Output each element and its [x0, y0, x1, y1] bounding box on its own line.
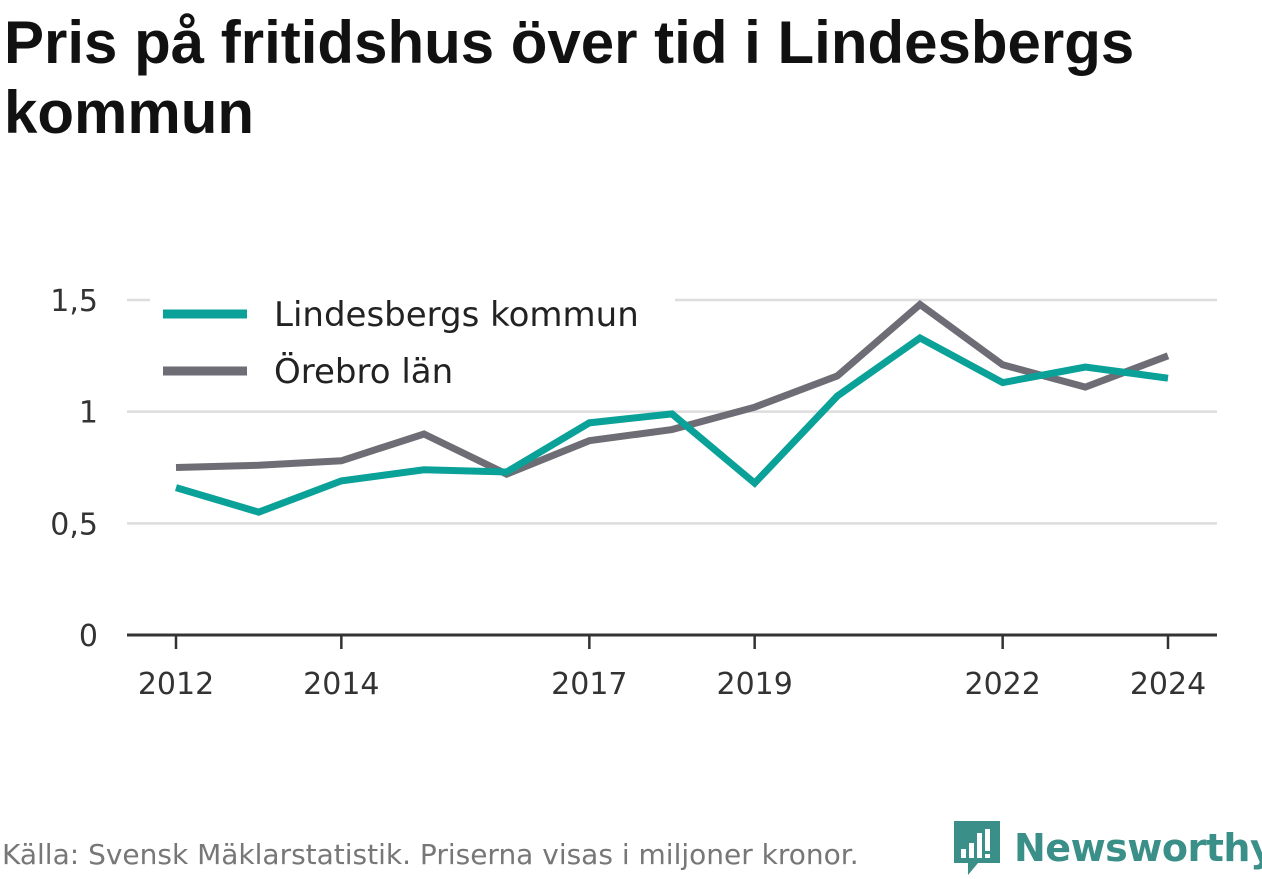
x-tick-label: 2024: [1130, 667, 1206, 702]
series-line: [175, 299, 1170, 479]
x-tick-label: 2014: [303, 667, 379, 702]
chart-title: Pris på fritidshus över tid i Lindesberg…: [4, 9, 1135, 146]
y-tick-label: 0,5: [50, 507, 98, 542]
line-chart: 0 0,5 1 1,5 2012 2014 2017 2019 2022 2024 Lindesb…: [50, 284, 1217, 702]
x-tick-label: 2022: [964, 667, 1040, 702]
axes: 0 0,5 1 1,5 2012 2014 2017 2019 2022 2024: [50, 284, 1217, 702]
source-note: Källa: Svensk Mäklarstatistik. Priserna …: [2, 838, 859, 871]
legend: Lindesbergs kommun Örebro län: [150, 290, 675, 392]
newsworthy-logo-icon: [954, 821, 1000, 875]
brand-name: Newsworthy: [1014, 826, 1262, 870]
x-tick-label: 2019: [716, 667, 792, 702]
y-tick-label: 0: [79, 619, 98, 654]
y-tick-label: 1: [79, 396, 98, 431]
legend-label: Örebro län: [274, 351, 453, 392]
x-tick-label: 2012: [138, 667, 214, 702]
x-tick-label: 2017: [551, 667, 627, 702]
brand-logo: Newsworthy: [952, 818, 1262, 878]
y-tick-label: 1,5: [50, 284, 98, 319]
series-line: [175, 333, 1169, 516]
legend-label: Lindesbergs kommun: [274, 295, 639, 335]
series-lines: [175, 299, 1170, 516]
